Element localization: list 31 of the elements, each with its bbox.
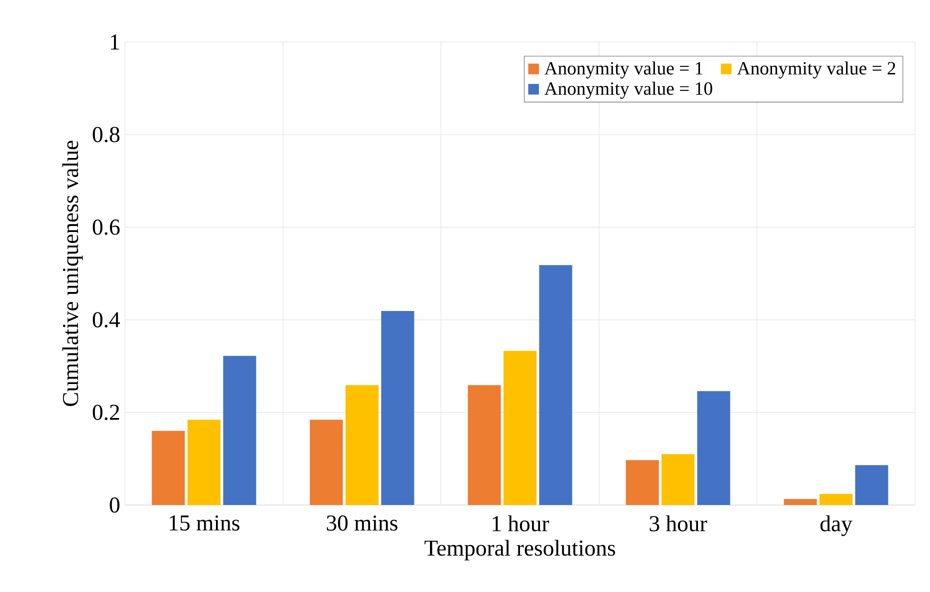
y-tick-label: 1 [110, 34, 119, 50]
x-tick-label: 3 hour [650, 515, 708, 532]
bar [504, 350, 537, 506]
y-tick-label: 0.4 [92, 312, 120, 328]
bar [820, 494, 853, 506]
bar [662, 454, 695, 506]
bar [626, 460, 659, 506]
legend-label: Anonymity value = 1 [544, 61, 702, 78]
y-tick-label: 0.2 [92, 404, 120, 420]
bar [784, 498, 817, 506]
x-axis-title: Temporal resolutions [424, 540, 616, 560]
bar [223, 356, 256, 506]
bar [468, 385, 501, 506]
y-tick-label: 0.6 [92, 219, 120, 235]
y-tick-label: 0 [110, 497, 120, 513]
bar [188, 420, 221, 506]
x-tick-label: 15 mins [170, 515, 240, 531]
bar [855, 465, 888, 506]
x-tick-label: day [820, 515, 852, 536]
bar [346, 385, 379, 506]
bar [697, 391, 730, 506]
legend-label: Anonymity value = 2 [737, 61, 896, 78]
y-tick-label: 0.8 [92, 126, 120, 142]
bar [539, 265, 572, 506]
y-axis-title: Cumulative uniqueness value [62, 140, 83, 406]
bar [381, 311, 414, 506]
bar [310, 420, 343, 506]
x-tick-label: 30 mins [326, 515, 398, 531]
bar [152, 430, 185, 506]
legend-label: Anonymity value = 10 [544, 82, 712, 99]
x-tick-label: 1 hour [492, 515, 550, 532]
